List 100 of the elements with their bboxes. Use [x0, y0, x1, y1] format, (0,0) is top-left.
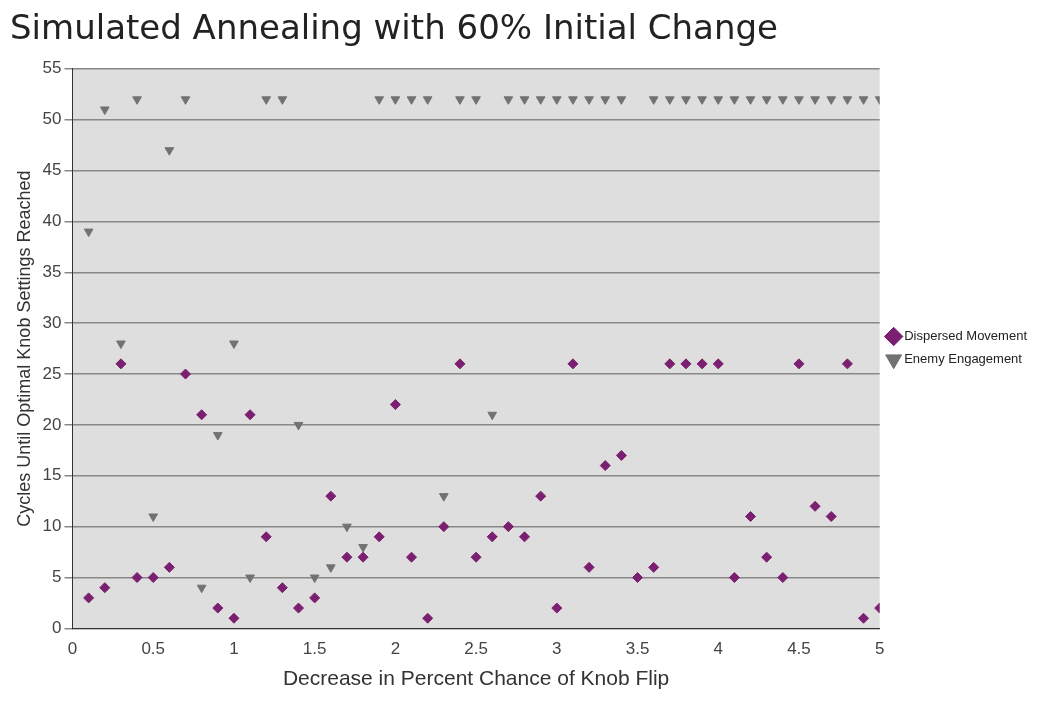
point	[825, 510, 837, 522]
x-tick-label: 2.5	[464, 639, 488, 659]
point	[116, 340, 126, 350]
chart-title: Simulated Annealing with 60% Initial Change	[10, 7, 778, 48]
y-tick-label: 20	[42, 414, 62, 434]
point	[794, 96, 804, 105]
point	[83, 228, 94, 238]
point	[664, 96, 675, 105]
y-tick-label: 45	[42, 160, 62, 180]
y-tick-label: 15	[42, 465, 62, 485]
point	[163, 561, 175, 573]
point	[599, 460, 611, 472]
point	[293, 602, 305, 614]
point	[712, 358, 724, 370]
point	[276, 582, 288, 594]
point	[681, 96, 691, 105]
point	[341, 551, 353, 563]
point	[342, 523, 352, 533]
point	[131, 572, 143, 584]
y-tick-label: 50	[42, 109, 62, 129]
point	[164, 147, 175, 156]
point	[519, 531, 531, 543]
point	[567, 358, 579, 370]
point	[455, 96, 465, 105]
point	[842, 96, 853, 105]
point	[664, 358, 676, 370]
point	[810, 96, 820, 105]
point	[212, 602, 224, 614]
point	[583, 561, 595, 573]
x-tick-label: 2	[390, 639, 401, 659]
point	[132, 96, 142, 105]
x-tick-label: 4	[713, 639, 723, 659]
point	[438, 521, 450, 533]
point	[826, 96, 837, 105]
point	[858, 612, 870, 624]
point	[212, 432, 223, 441]
point	[502, 521, 514, 533]
point	[228, 612, 240, 624]
point	[600, 96, 611, 105]
point	[261, 96, 272, 105]
x-tick-label: 5	[874, 639, 885, 659]
point	[535, 96, 546, 105]
point	[471, 96, 481, 105]
point	[358, 544, 368, 553]
point	[745, 510, 757, 522]
point	[244, 409, 256, 421]
point	[422, 96, 433, 105]
point	[422, 612, 434, 624]
point	[568, 96, 578, 105]
point	[148, 513, 159, 522]
point	[696, 358, 708, 370]
x-tick-label: 1.5	[302, 639, 327, 659]
y-tick-label: 10	[42, 516, 62, 536]
legend-label: Enemy Engagement	[904, 351, 1023, 367]
point	[406, 96, 417, 105]
y-tick-label: 5	[52, 567, 62, 587]
point	[486, 531, 498, 543]
point	[196, 409, 208, 421]
point	[309, 592, 321, 604]
point	[99, 106, 110, 115]
point	[438, 493, 449, 502]
legend-label: Dispersed Movement	[904, 328, 1028, 344]
point	[777, 96, 788, 105]
point	[551, 602, 563, 614]
point	[293, 421, 304, 431]
point	[728, 572, 740, 584]
x-tick-label: 1	[229, 639, 239, 659]
point	[196, 584, 207, 594]
x-tick-label: 4.5	[787, 639, 811, 659]
point	[648, 96, 659, 105]
point	[648, 561, 660, 573]
x-axis-title: Decrease in Percent Chance of Knob Flip	[282, 666, 670, 690]
point	[632, 572, 644, 584]
point	[147, 572, 159, 584]
point	[858, 96, 869, 105]
point	[745, 96, 756, 105]
x-tick-label: 0	[67, 639, 78, 659]
point	[777, 572, 789, 584]
point	[229, 340, 239, 350]
point	[357, 551, 369, 563]
point	[680, 358, 692, 370]
point	[535, 490, 547, 502]
point	[325, 490, 337, 502]
x-tick-label: 3.5	[625, 639, 650, 659]
point	[761, 96, 772, 105]
point	[503, 96, 514, 105]
point	[454, 358, 466, 370]
point	[115, 358, 127, 370]
point	[374, 96, 385, 105]
point	[729, 96, 740, 105]
point	[615, 449, 627, 461]
y-tick-label: 55	[42, 58, 62, 78]
y-tick-label: 40	[42, 211, 62, 231]
point	[180, 368, 192, 380]
point	[180, 96, 191, 105]
point	[551, 96, 562, 105]
point	[616, 96, 627, 105]
x-tick-label: 3	[552, 639, 562, 659]
point	[83, 592, 95, 604]
point	[793, 358, 805, 370]
